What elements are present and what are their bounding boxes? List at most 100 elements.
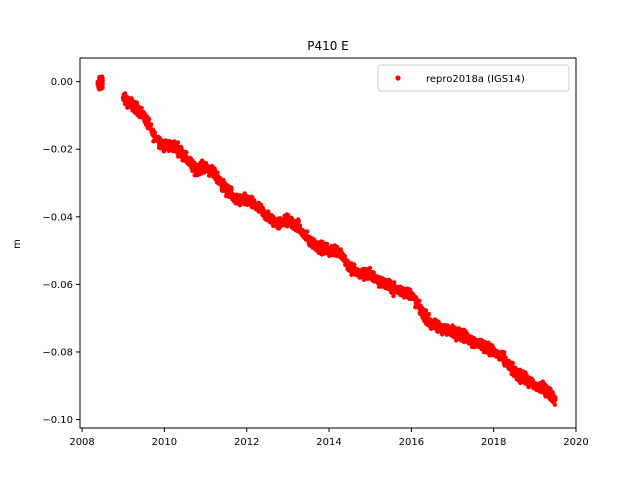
data-point	[417, 298, 422, 303]
data-point-series-1	[481, 343, 486, 348]
x-tick-label: 2008	[69, 437, 94, 448]
data-point-series-1	[460, 332, 465, 338]
data-point-series-1	[347, 265, 352, 270]
y-axis: 0.00 −0.02 −0.04 −0.06 −0.08 −0.10	[42, 77, 80, 426]
data-point-series-1	[440, 326, 445, 331]
data-point	[229, 187, 234, 192]
data-point	[465, 331, 470, 337]
data-point-series-1	[522, 376, 527, 382]
y-tick-label: −0.02	[42, 145, 73, 156]
y-tick-label: 0.00	[51, 77, 73, 88]
data-point	[237, 203, 243, 208]
data-point-series-1	[501, 356, 507, 361]
data-point-series-1	[368, 272, 373, 277]
data-point	[192, 160, 197, 165]
data-point	[407, 287, 413, 292]
data-point	[552, 402, 557, 407]
legend: repro2018a (IGS14)	[377, 64, 570, 92]
data-point-series-1	[419, 309, 424, 314]
data-point-series-1	[306, 238, 311, 243]
data-point-series-1	[491, 349, 496, 355]
x-tick-label: 2018	[481, 437, 506, 448]
data-point	[184, 150, 189, 155]
data-point	[392, 280, 397, 285]
data-point-series-1	[388, 285, 393, 290]
plot-area-frame	[79, 57, 577, 429]
data-point-series-1	[316, 245, 321, 250]
data-point-series-1	[193, 167, 198, 172]
data-point	[149, 122, 154, 127]
data-point-series-1	[121, 96, 126, 101]
data-point	[262, 208, 267, 213]
legend-marker	[395, 75, 401, 81]
data-point	[388, 279, 393, 284]
data-point-series-1	[182, 153, 188, 159]
data-point-series-1	[100, 76, 105, 81]
data-point-series-1	[244, 197, 249, 203]
data-point	[147, 117, 152, 122]
data-point	[139, 105, 144, 111]
data-point	[175, 140, 181, 145]
data-point-series-1	[162, 143, 167, 149]
data-point	[367, 265, 373, 271]
data-point-series-1	[151, 133, 157, 138]
data-point	[342, 254, 348, 259]
data-point	[423, 308, 429, 313]
x-axis: 2008 2010 2012 2014 2016 2018 2020	[69, 428, 589, 448]
data-point-series-1	[254, 204, 260, 209]
data-point-series-1	[553, 397, 558, 402]
y-tick-label: −0.08	[42, 347, 73, 358]
data-point-series-1	[357, 272, 363, 277]
data-point	[305, 229, 310, 234]
data-point-series-1	[141, 113, 146, 118]
legend-label-series-1: repro2018a (IGS14)	[426, 74, 525, 85]
data-point-series-1	[265, 214, 270, 219]
data-point-series-1	[450, 329, 455, 334]
data-point	[501, 350, 507, 355]
data-point-series-1	[409, 292, 414, 297]
data-point-series-1	[96, 82, 101, 88]
x-tick-label: 2010	[152, 437, 177, 448]
chart-title: P410 E	[307, 39, 349, 53]
data-point-series-1	[512, 370, 517, 375]
data-point	[426, 312, 432, 317]
y-axis-label: m	[12, 239, 23, 249]
data-point-series-1	[285, 218, 291, 223]
data-point-series-1	[337, 248, 342, 253]
data-point-series-1	[234, 197, 239, 203]
data-point	[296, 219, 301, 224]
data-point-series-1	[542, 386, 548, 392]
data-point-series-1	[326, 248, 332, 253]
x-tick-label: 2012	[234, 437, 259, 448]
data-point	[349, 272, 354, 277]
x-tick-label: 2020	[563, 437, 588, 448]
data-point	[324, 241, 330, 247]
data-point-series-1	[296, 224, 301, 230]
data-point	[99, 83, 105, 89]
data-points	[95, 74, 558, 407]
data-point-series-1	[398, 289, 404, 294]
data-point	[510, 360, 515, 366]
x-tick-label: 2016	[399, 437, 424, 448]
data-point-series-1	[470, 339, 476, 344]
data-point-series-1	[213, 174, 218, 179]
y-tick-label: −0.10	[42, 415, 73, 426]
data-point	[252, 198, 257, 203]
legend-box	[377, 64, 570, 92]
data-point	[215, 170, 220, 175]
data-point	[122, 91, 128, 96]
y-tick-label: −0.04	[42, 212, 73, 223]
data-point-series-1	[203, 163, 208, 169]
data-point-series-1	[378, 278, 383, 284]
data-point	[371, 270, 376, 275]
data-point-series-1	[131, 103, 136, 108]
data-point-series-1	[429, 322, 435, 328]
data-point-series-1	[172, 143, 177, 149]
data-point-series-1	[532, 383, 537, 388]
x-tick-label: 2014	[316, 437, 341, 448]
data-point	[352, 262, 357, 267]
data-point-series-1	[223, 187, 229, 192]
data-point-series-1	[275, 221, 280, 226]
y-tick-label: −0.06	[42, 280, 73, 291]
